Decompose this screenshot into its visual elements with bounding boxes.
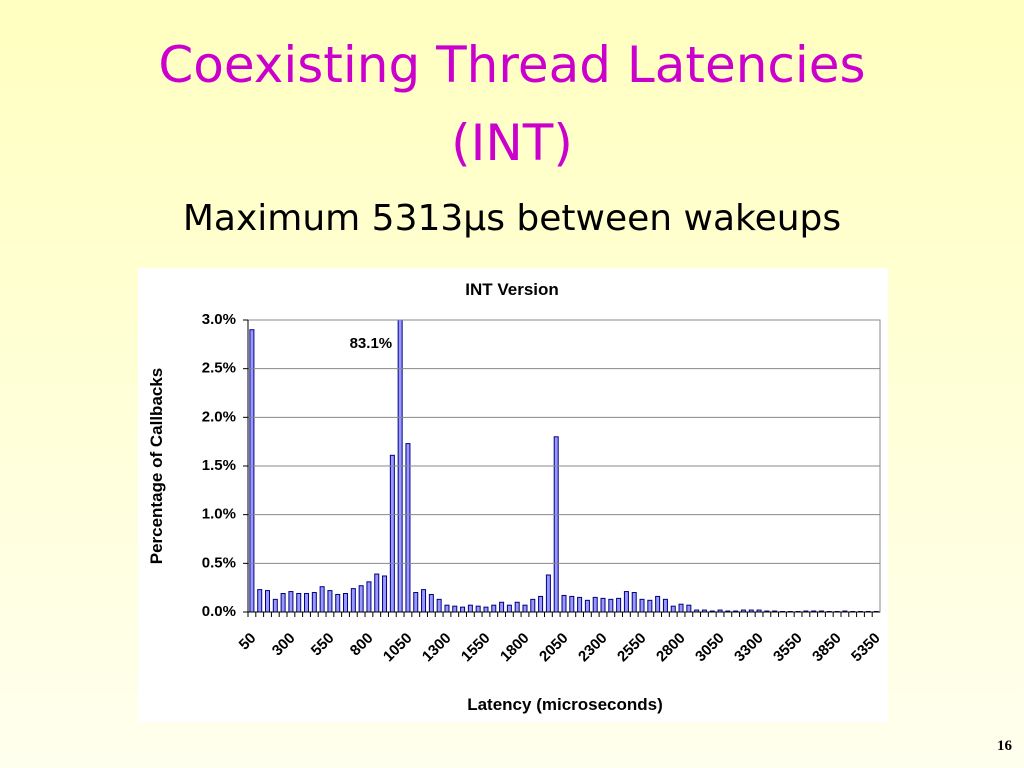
subtitle: Maximum 5313μs between wakeups [183,198,841,239]
y-tick-label: 0.5% [202,554,236,571]
bar [522,604,528,612]
bar [584,599,590,612]
bar [405,443,411,612]
bar [272,598,278,612]
bar [748,609,754,612]
bar [413,592,419,612]
bar [530,598,536,612]
bar [358,585,364,612]
bar [678,603,684,612]
y-tick-label: 2.0% [202,408,236,425]
bar [249,329,255,612]
bar [639,598,645,612]
bar [670,605,676,612]
bar [717,609,723,612]
bar [444,604,450,612]
chart-title: INT Version [465,280,559,299]
bar [374,573,380,612]
bar [257,589,263,612]
bar [319,586,325,612]
bar [538,595,544,612]
bar [311,592,317,612]
bar [631,592,637,612]
bar [756,609,762,612]
bar [343,593,349,612]
bar [655,595,661,612]
x-axis-label: Latency (microseconds) [467,695,663,714]
bar [327,590,333,612]
bar [288,591,294,612]
bar [662,598,668,612]
bar [545,574,551,612]
bar [483,606,489,612]
bar [265,590,271,612]
bar [382,575,388,612]
bar [553,436,559,612]
y-tick-label: 3.0% [202,311,236,328]
bar [280,593,286,612]
bar [428,593,434,612]
bar [296,593,302,612]
bar [740,609,746,612]
bar [304,593,310,612]
bar [475,605,481,612]
bar [491,604,497,612]
bar [514,601,520,612]
slide-title: (INT) [451,114,573,172]
bar [499,601,505,612]
bar [350,588,356,612]
bar [569,595,575,612]
y-tick-label: 1.0% [202,506,236,523]
bar [592,596,598,612]
bar [436,598,442,612]
y-tick-label: 0.0% [202,603,236,620]
page-number: 16 [997,738,1013,754]
bar [647,599,653,612]
y-tick-label: 2.5% [202,360,236,377]
bar [616,597,622,612]
bar [335,593,341,612]
bar [600,597,606,612]
bar [467,604,473,612]
bar [686,604,692,612]
bar [623,591,629,612]
bar [421,589,427,612]
bar [694,609,700,612]
bar [561,594,567,612]
bar [460,606,466,612]
y-axis-label: Percentage of Callbacks [147,368,166,565]
bar [366,581,372,612]
chart-area [138,268,888,722]
bar [577,596,583,612]
bar [701,609,707,612]
y-tick-label: 1.5% [202,457,236,474]
bar [506,604,512,612]
bar [389,454,395,612]
bar [452,605,458,612]
value-label: 83.1% [350,335,393,352]
slide-title: Coexisting Thread Latencies [158,36,865,94]
bar [608,598,614,612]
